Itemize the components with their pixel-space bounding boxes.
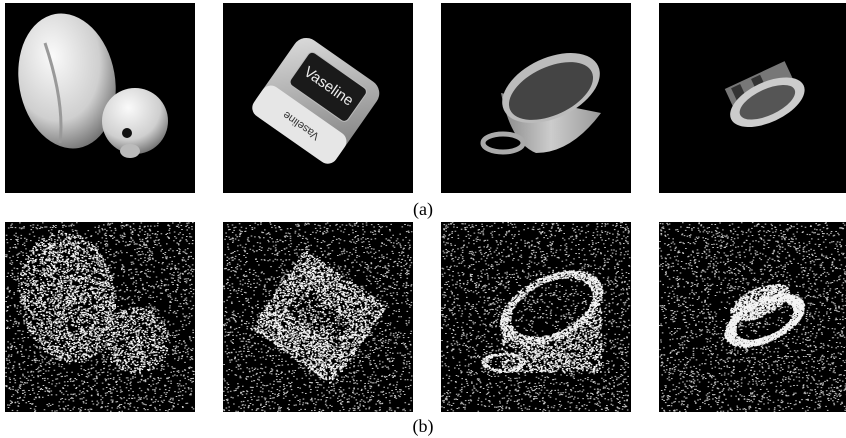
jar-image: Vaseline Vaseline bbox=[223, 3, 413, 193]
duck-image bbox=[5, 3, 195, 193]
page: Vaseline Vaseline (a) (b) (() => { const… bbox=[0, 0, 846, 438]
noisy-cup-image bbox=[441, 222, 631, 412]
cup-image bbox=[441, 3, 631, 193]
noisy-duck-image bbox=[5, 222, 195, 412]
figure: Vaseline Vaseline (a) (b) bbox=[0, 0, 846, 438]
panel-caption: (a) bbox=[413, 199, 433, 220]
noisy-jar-image bbox=[223, 222, 413, 412]
panel-caption: (b) bbox=[413, 416, 434, 437]
tin-image bbox=[659, 3, 846, 193]
noisy-tin-image bbox=[659, 222, 846, 412]
